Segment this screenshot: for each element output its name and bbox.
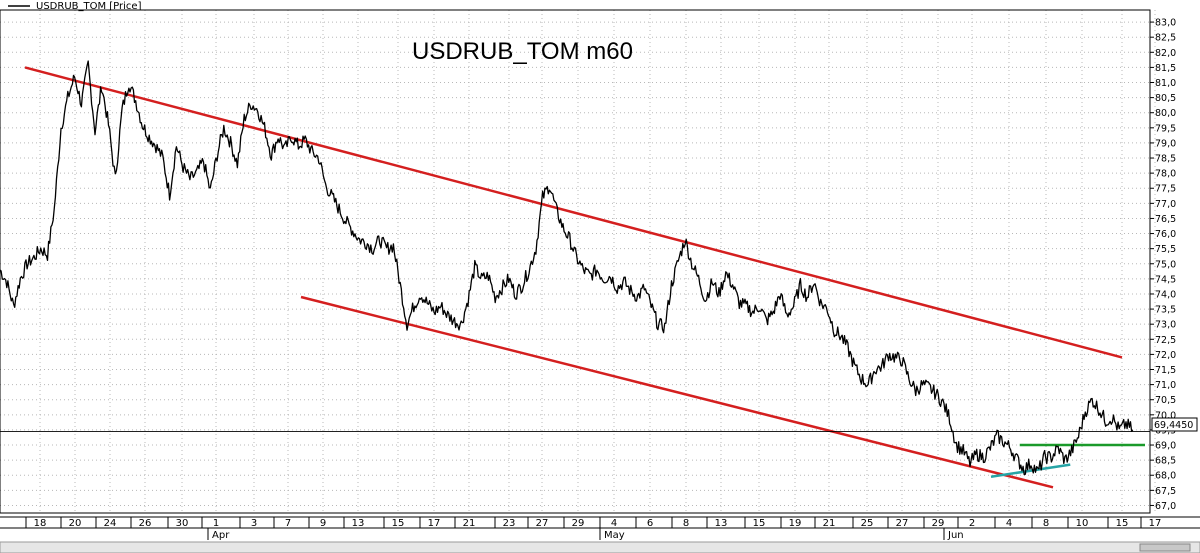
x-tick-label: 3 — [251, 518, 257, 529]
x-tick-label: 13 — [715, 518, 728, 529]
x-tick-label: 23 — [503, 518, 516, 529]
trendlines — [24, 66, 1145, 489]
y-tick-label: 82,5 — [1155, 33, 1176, 44]
y-tick-label: 77,5 — [1155, 184, 1176, 195]
month-label: May — [604, 530, 625, 541]
y-tick-label: 79,5 — [1155, 123, 1176, 134]
y-tick-label: 81,0 — [1155, 78, 1176, 89]
x-tick-label: 2 — [969, 518, 975, 529]
x-tick-label: 17 — [428, 518, 441, 529]
y-tick-label: 78,5 — [1155, 154, 1176, 165]
y-tick-label: 70,5 — [1155, 395, 1176, 406]
x-tick-label: 27 — [896, 518, 909, 529]
trendline — [24, 66, 1123, 359]
y-tick-label: 73,5 — [1155, 305, 1176, 316]
y-tick-label: 75,5 — [1155, 244, 1176, 255]
y-tick-label: 78,0 — [1155, 169, 1176, 180]
plot-frame — [0, 9, 1151, 514]
chart-title: USDRUB_TOM m60 — [412, 38, 633, 65]
x-tick-label: 19 — [789, 518, 802, 529]
y-tick-label: 77,0 — [1155, 199, 1176, 210]
month-label: Jun — [947, 530, 964, 541]
x-tick-label: 15 — [1116, 518, 1129, 529]
y-tick-label: 67,0 — [1155, 501, 1176, 512]
x-tick-label: 29 — [932, 518, 945, 529]
x-tick-label: 27 — [536, 518, 549, 529]
y-tick-label: 74,0 — [1155, 289, 1176, 300]
price-line — [0, 60, 1134, 476]
x-tick-label: 7 — [285, 518, 291, 529]
y-tick-label: 73,0 — [1155, 320, 1176, 331]
y-tick-label: 80,5 — [1155, 93, 1176, 104]
y-tick-label: 76,5 — [1155, 214, 1176, 225]
y-tick-label: 69,0 — [1155, 441, 1176, 452]
x-tick-label: 15 — [753, 518, 766, 529]
last-price-label: 69,4450 — [1154, 420, 1193, 431]
x-tick-label: 20 — [69, 518, 82, 529]
x-tick-label: 30 — [176, 518, 189, 529]
x-tick-label: 8 — [1043, 518, 1049, 529]
x-axis: 18 20 24 26 30 1 3 7 9 13 15 17 21 23 27 29 4 6 8 13 15 19 21 2… — [0, 516, 1200, 541]
y-tick-label: 72,5 — [1155, 335, 1176, 346]
y-tick-label: 82,0 — [1155, 48, 1176, 59]
y-tick-label: 67,5 — [1155, 486, 1176, 497]
y-tick-label: 70,0 — [1155, 410, 1176, 421]
x-tick-label: 29 — [572, 518, 585, 529]
y-tick-label: 68,0 — [1155, 471, 1176, 482]
x-tick-label: 8 — [683, 518, 689, 529]
x-tick-label: 6 — [647, 518, 653, 529]
x-tick-label: 10 — [1076, 518, 1089, 529]
y-tick-label: 68,5 — [1155, 456, 1176, 467]
trendline — [990, 463, 1071, 478]
y-tick-label: 74,5 — [1155, 274, 1176, 285]
y-tick-label: 71,0 — [1155, 380, 1176, 391]
x-tick-label: 13 — [352, 518, 365, 529]
x-tick-label: 4 — [1006, 518, 1012, 529]
x-tick-label: 15 — [392, 518, 405, 529]
legend-label: USDRUB_TOM [Price] — [36, 1, 142, 12]
price-series — [0, 60, 1150, 476]
y-tick-label: 83,0 — [1155, 18, 1176, 29]
horizontal-scrollbar[interactable] — [0, 541, 1200, 553]
month-label: Apr — [212, 530, 230, 541]
y-tick-label: 75,0 — [1155, 259, 1176, 270]
y-tick-label: 79,0 — [1155, 138, 1176, 149]
y-tick-label: 76,0 — [1155, 229, 1176, 240]
y-axis: 83,0 82,5 82,0 81,5 81,0 80,5 80,0 79,5 79,0 78,5… — [1150, 18, 1176, 512]
last-price-box — [1151, 417, 1198, 432]
y-tick-label: 80,0 — [1155, 108, 1176, 119]
x-tick-label: 17 — [1149, 518, 1162, 529]
x-tick-label: 1 — [213, 518, 219, 529]
x-tick-label: 21 — [823, 518, 836, 529]
x-tick-label: 18 — [34, 518, 47, 529]
x-tick-label: 21 — [463, 518, 476, 529]
trendline — [300, 295, 1054, 489]
y-tick-label: 72,0 — [1155, 350, 1176, 361]
y-tick-label: 71,5 — [1155, 365, 1176, 376]
x-tick-label: 24 — [104, 518, 117, 529]
x-tick-label: 26 — [139, 518, 152, 529]
y-tick-label: 81,5 — [1155, 63, 1176, 74]
x-tick-label: 4 — [611, 518, 617, 529]
last-price-marker: 69,4450 — [1151, 417, 1198, 432]
x-tick-label: 9 — [320, 518, 326, 529]
scrollbar-thumb[interactable] — [1139, 543, 1191, 552]
x-tick-label: 25 — [861, 518, 874, 529]
